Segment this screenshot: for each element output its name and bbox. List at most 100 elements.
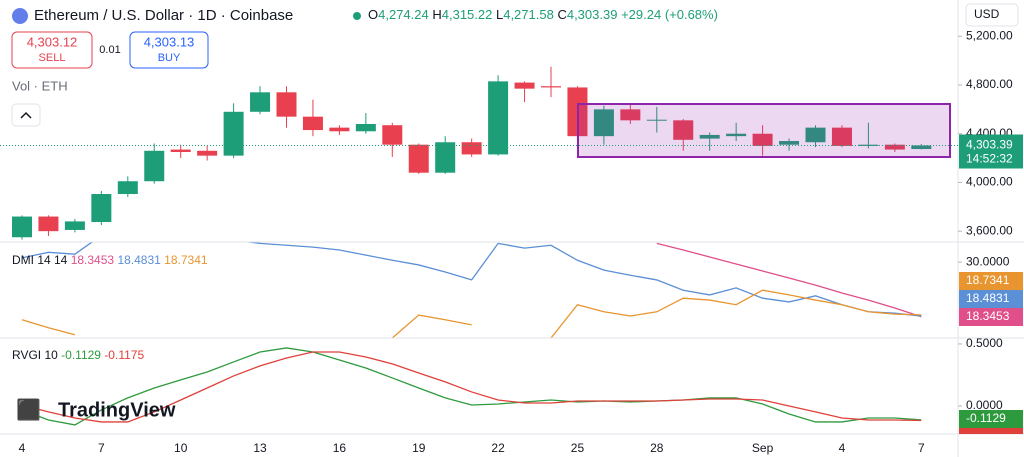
candle-body	[64, 221, 85, 230]
ohlc-key: L	[496, 7, 503, 22]
x-tick-label: 10	[174, 441, 188, 455]
panel	[12, 66, 932, 240]
range-drawing	[577, 103, 951, 158]
y-tick-label: 5,200.00	[966, 28, 1013, 42]
y-tick-label: 3,600.00	[966, 223, 1013, 237]
candle-body	[726, 133, 747, 137]
candle-body	[752, 133, 773, 146]
sell-label: SELL	[39, 52, 66, 64]
candle-body	[779, 141, 800, 145]
ohlc-value: 4,303.39	[567, 7, 618, 22]
x-tick-label: Sep	[752, 441, 774, 455]
x-tick-label: 7	[918, 441, 925, 455]
candle-body	[329, 127, 350, 132]
x-tick-label: 7	[98, 441, 105, 455]
x-tick-label: 13	[253, 441, 267, 455]
candle-body	[831, 127, 852, 146]
buy-button[interactable]	[129, 31, 209, 69]
candle-body	[276, 92, 297, 117]
x-tick-label: 22	[491, 441, 505, 455]
spread: 0.01	[99, 44, 120, 56]
ohlc-value: 4,274.24	[378, 7, 429, 22]
indicator-line	[21, 347, 922, 426]
indicator-line	[21, 242, 922, 317]
candle-body	[382, 125, 403, 145]
panel	[21, 347, 922, 426]
candle-body	[488, 81, 509, 155]
status-dot	[353, 12, 361, 20]
x-tick-label: 25	[571, 441, 585, 455]
candle-body	[805, 127, 826, 143]
value-tag	[959, 290, 1023, 308]
value-tag	[959, 428, 1023, 434]
legend-value: -0.1175	[104, 348, 144, 362]
ohlc-key: C	[557, 7, 566, 22]
candle-body	[911, 145, 932, 150]
legend-value: 18.7341	[164, 253, 208, 267]
x-tick-label: 4	[839, 441, 846, 455]
change: +29.24 (+0.68%)	[621, 7, 718, 22]
indicator-line	[656, 242, 922, 318]
candle-body	[593, 109, 614, 137]
indicator-line	[21, 351, 922, 423]
candle-body	[541, 86, 561, 88]
collapse-button[interactable]	[11, 103, 41, 127]
candle-body	[408, 144, 429, 173]
legend-value: 18.4831	[117, 253, 161, 267]
ohlc-value: 4,271.58	[503, 7, 554, 22]
x-tick-label: 4	[19, 441, 26, 455]
currency: USD	[974, 7, 1000, 21]
ohlc: O4,274.24 H4,315.22 L4,271.58 C4,303.39 …	[368, 7, 718, 22]
countdown: 14:52:32	[966, 152, 1013, 166]
candle-body	[461, 142, 482, 155]
candle-body	[223, 111, 244, 156]
value-tag	[959, 308, 1023, 326]
candle-body	[302, 116, 323, 131]
candle-body	[435, 142, 456, 173]
value-tag	[959, 410, 1023, 428]
x-tick-label: 16	[333, 441, 347, 455]
candle-body	[12, 216, 32, 238]
sell-price: 4,303.12	[27, 34, 78, 49]
candle-body	[170, 149, 191, 152]
dmi-title: DMI 14 14	[12, 253, 68, 267]
rvgi-legend: RVGI 10 -0.1129 -0.1175	[12, 348, 144, 362]
ohlc-key: H	[432, 7, 441, 22]
logo-mark: ⬛	[16, 397, 41, 421]
value-tag-label: 18.7341	[966, 273, 1010, 287]
y-tick-label: 0.0000	[966, 398, 1003, 412]
candle-body	[197, 150, 218, 156]
symbol-title: Ethereum / U.S. Dollar · 1D · Coinbase	[34, 7, 293, 24]
price-tag-value: 4,303.39	[966, 138, 1013, 152]
rvgi-title: RVGI 10	[12, 348, 58, 362]
legend-value: 18.3453	[71, 253, 115, 267]
indicator-line	[391, 314, 472, 338]
ohlc-value: 4,315.22	[442, 7, 493, 22]
value-tag	[959, 272, 1023, 290]
candle-body	[38, 216, 59, 232]
sell-button[interactable]	[11, 31, 93, 69]
price-tag	[959, 134, 1023, 169]
candle-body	[884, 144, 905, 150]
ohlc-key: O	[368, 7, 378, 22]
x-tick-label: 28	[650, 441, 664, 455]
candle-body	[673, 120, 694, 140]
logo: TradingView	[58, 399, 176, 421]
candle-body	[646, 119, 667, 121]
y-tick-label: 0.5000	[966, 336, 1003, 350]
buy-price: 4,303.13	[144, 34, 195, 49]
coin-icon	[12, 8, 28, 24]
currency-button[interactable]	[965, 3, 1019, 27]
y-tick-label: 4,800.00	[966, 77, 1013, 91]
legend-value: -0.1129	[61, 348, 101, 362]
candle-body	[91, 194, 112, 223]
indicator-line	[21, 319, 76, 336]
candle-body	[699, 134, 720, 139]
volume-label: Vol · ETH	[12, 78, 68, 93]
panel	[21, 242, 922, 338]
buy-label: BUY	[158, 52, 181, 64]
candle-body	[144, 150, 165, 182]
dmi-legend: DMI 14 14 18.3453 18.4831 18.7341	[12, 253, 208, 267]
value-tag-label: 18.4831	[966, 291, 1010, 305]
